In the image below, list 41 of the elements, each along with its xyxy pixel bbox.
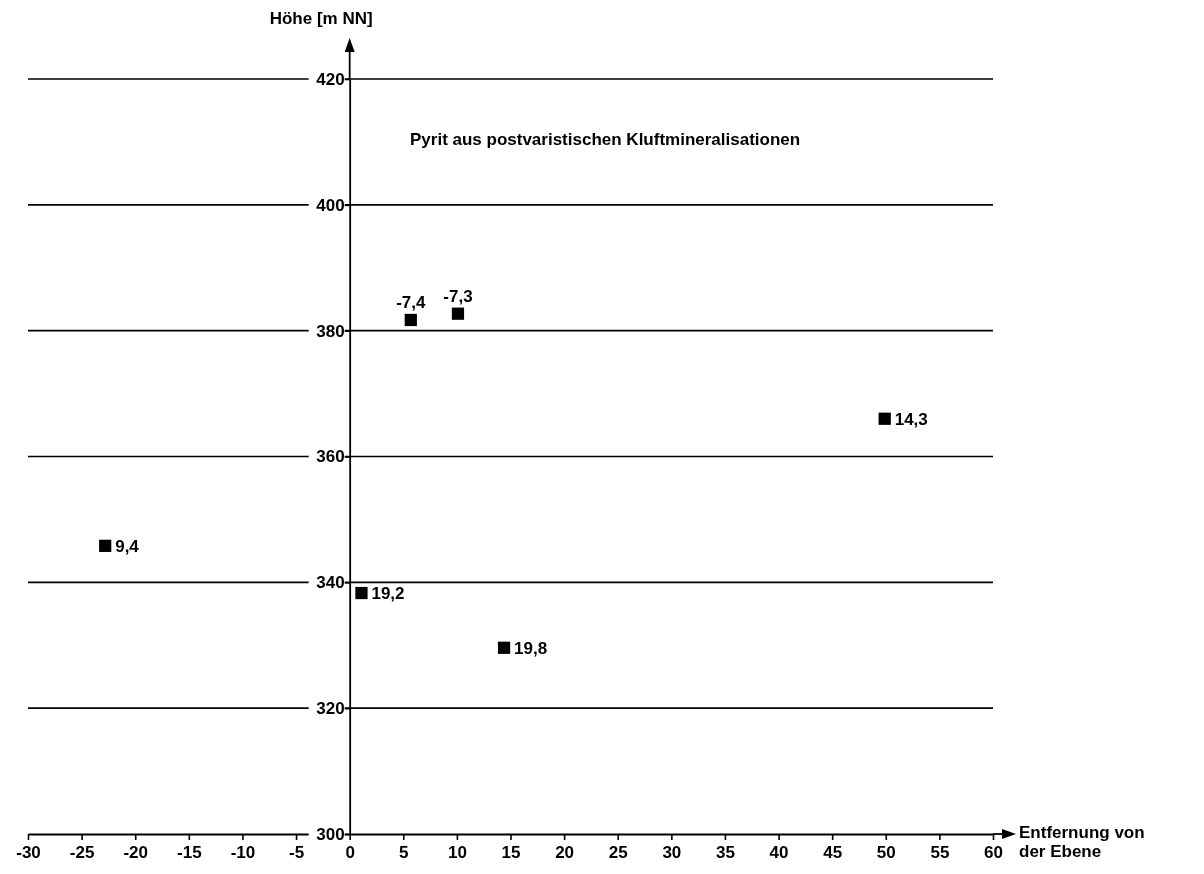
x-tick-label: -10	[230, 843, 256, 863]
y-tick-label: 380	[316, 321, 345, 341]
point	[404, 313, 417, 327]
annotation: -7,4	[396, 292, 426, 312]
x-tick-label: 35	[715, 843, 735, 863]
text: Pyrit aus postvaristischen Kluftmineralisationen	[410, 130, 801, 149]
point	[99, 539, 112, 552]
x-tick-label: -30	[16, 843, 41, 863]
annotation: 14,3	[894, 409, 928, 429]
x-tick-label: 60	[984, 843, 1003, 863]
annotation: 19,8	[514, 638, 548, 658]
x-tick-label: 50	[876, 843, 896, 863]
x-tick-label: 40	[769, 843, 789, 863]
y-tick-label: 420	[316, 69, 345, 89]
y-axis-title: Höhe [m NN]	[269, 9, 373, 28]
x-tick-label: 45	[823, 843, 843, 863]
x-tick-label: 55	[930, 843, 950, 863]
annotation: 19,2	[371, 584, 405, 604]
x-tick-label: -15	[177, 843, 202, 863]
point	[355, 586, 368, 600]
annotation: -7,3	[443, 286, 473, 306]
x-tick-label: 30	[662, 843, 682, 863]
x-tick-label: -20	[123, 843, 149, 863]
x-tick-label: -5	[288, 843, 305, 863]
x-tick-label: 10	[447, 843, 467, 863]
x-tick-label: 0	[345, 843, 355, 863]
x-tick-label: -25	[69, 843, 95, 863]
x-tick-label: 25	[608, 843, 628, 863]
point	[497, 641, 511, 654]
y-tick-label: 400	[316, 195, 345, 215]
y-tick-label: 340	[316, 573, 345, 593]
x-tick-label: 20	[555, 843, 575, 863]
point	[451, 307, 465, 320]
annotation: 9,4	[115, 536, 140, 556]
y-tick-label: 360	[316, 447, 345, 467]
x-axis-title: Entfernung von der Ebene	[1019, 823, 1145, 861]
y-tick-label: 320	[316, 699, 345, 719]
y-tick-label: 300	[316, 824, 345, 844]
x-tick-label: 5	[399, 843, 409, 863]
x-tick-label: 15	[501, 843, 521, 863]
point	[878, 412, 891, 425]
